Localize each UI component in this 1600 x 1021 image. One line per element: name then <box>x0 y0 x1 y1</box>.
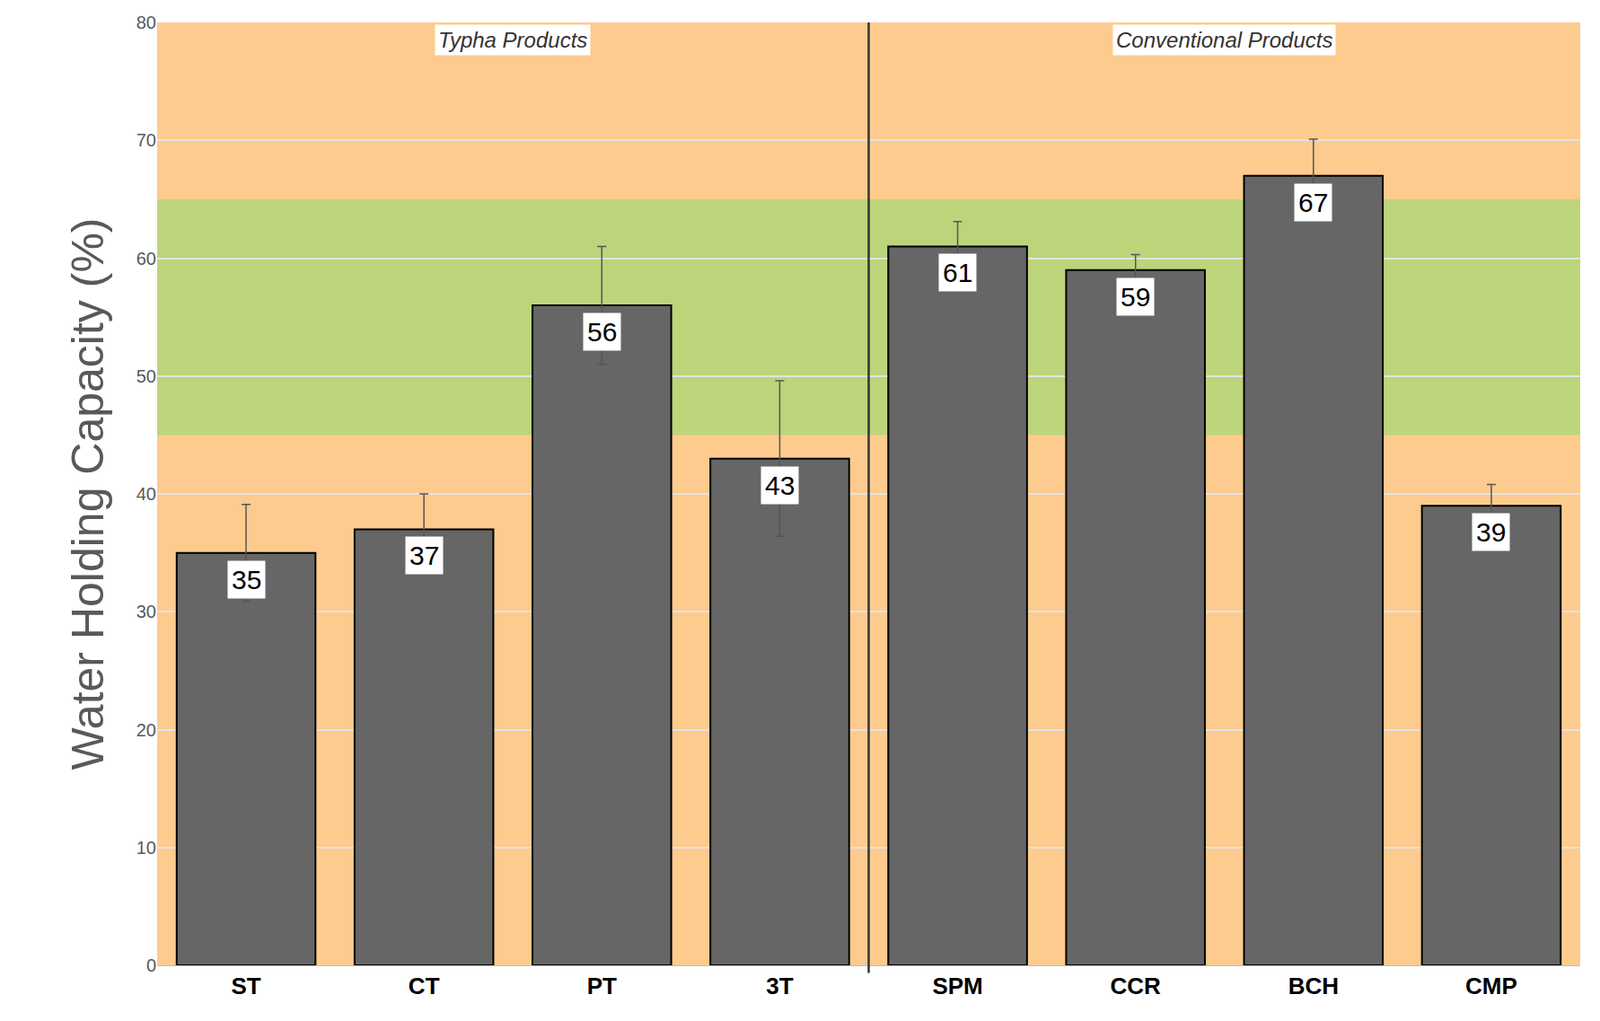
svg-text:CCR: CCR <box>1110 972 1162 1000</box>
svg-text:BCH: BCH <box>1288 972 1339 1000</box>
svg-text:56: 56 <box>587 316 617 347</box>
svg-text:35: 35 <box>231 564 262 595</box>
svg-text:43: 43 <box>764 470 795 501</box>
svg-text:0: 0 <box>146 955 157 976</box>
svg-text:39: 39 <box>1476 517 1506 547</box>
svg-text:SPM: SPM <box>931 972 983 1000</box>
svg-text:PT: PT <box>587 972 617 1000</box>
svg-text:Water Holding Capacity (%): Water Holding Capacity (%) <box>62 217 114 770</box>
svg-text:3T: 3T <box>765 972 793 1000</box>
svg-text:20: 20 <box>136 720 157 740</box>
svg-text:Conventional Products: Conventional Products <box>1116 27 1333 53</box>
svg-text:10: 10 <box>136 837 157 858</box>
svg-text:30: 30 <box>136 601 157 622</box>
svg-text:60: 60 <box>136 248 157 269</box>
svg-text:CMP: CMP <box>1465 972 1518 1000</box>
svg-text:ST: ST <box>230 972 261 1000</box>
svg-text:70: 70 <box>136 130 157 150</box>
svg-text:Typha Products: Typha Products <box>438 27 588 53</box>
svg-text:61: 61 <box>942 257 973 288</box>
svg-text:50: 50 <box>136 366 157 387</box>
svg-text:37: 37 <box>409 540 440 571</box>
svg-text:59: 59 <box>1120 281 1151 312</box>
svg-text:CT: CT <box>408 972 440 1000</box>
svg-text:80: 80 <box>136 12 157 33</box>
svg-text:67: 67 <box>1298 187 1328 218</box>
svg-text:40: 40 <box>136 483 157 504</box>
